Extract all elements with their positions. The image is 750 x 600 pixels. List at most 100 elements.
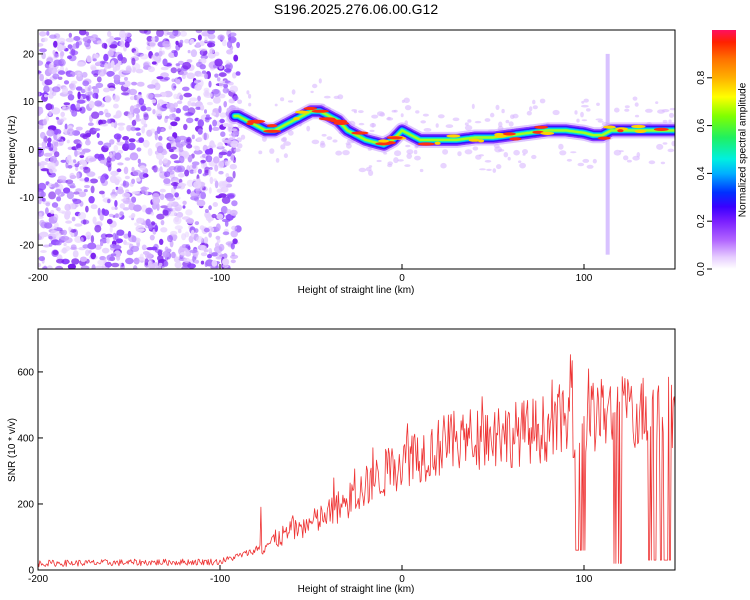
noise-blob (99, 159, 107, 164)
noise-blob (46, 31, 50, 36)
noise-blob (116, 255, 121, 261)
noise-blob (122, 181, 130, 188)
noise-blob (43, 85, 50, 93)
ridge-halo (236, 137, 242, 143)
ridge-peak (318, 117, 336, 121)
noise-blob (90, 204, 98, 210)
noise-blob (178, 145, 184, 153)
ridge-halo (377, 111, 385, 117)
noise-blob (47, 137, 52, 143)
ridge-halo (345, 142, 351, 146)
noise-blob (83, 166, 89, 170)
ridge-halo (484, 118, 491, 122)
ridge-halo (626, 159, 632, 163)
noise-blob (187, 49, 191, 54)
ridge-halo (472, 146, 479, 151)
noise-blob (68, 32, 73, 38)
ridge-halo (634, 102, 639, 107)
noise-blob (104, 261, 112, 268)
noise-blob (122, 136, 129, 141)
noise-blob (69, 175, 77, 179)
noise-blob (107, 87, 116, 92)
noise-blob (109, 243, 117, 249)
noise-blob (174, 204, 183, 212)
noise-blob (170, 153, 179, 160)
noise-blob (94, 224, 102, 233)
ridge-halo (415, 110, 420, 114)
noise-blob (168, 210, 177, 217)
ridge-peak (295, 110, 309, 114)
noise-blob (141, 244, 147, 251)
noise-blob (109, 152, 113, 159)
noise-blob (146, 92, 154, 100)
noise-blob (136, 228, 145, 232)
noise-blob (213, 96, 221, 104)
noise-blob (125, 32, 132, 38)
noise-blob (52, 250, 59, 256)
ridge-peak (597, 136, 611, 140)
noise-blob (119, 203, 126, 209)
noise-blob (47, 125, 57, 131)
noise-blob (64, 203, 71, 211)
ridge-peak (631, 124, 646, 129)
ridge-halo (479, 168, 486, 171)
noise-blob (227, 194, 235, 200)
noise-blob (200, 260, 205, 265)
noise-blob (103, 53, 109, 62)
noise-blob (107, 50, 114, 57)
noise-blob (182, 105, 189, 112)
noise-blob (158, 262, 163, 266)
noise-blob (229, 209, 238, 216)
ridge-halo (326, 136, 333, 141)
noise-blob (217, 142, 224, 148)
noise-blob (220, 131, 226, 137)
noise-blob (196, 199, 206, 207)
noise-blob (128, 111, 133, 115)
noise-blob (193, 180, 202, 189)
noise-blob (174, 216, 180, 223)
noise-blob (230, 259, 236, 264)
noise-blob (156, 126, 161, 134)
noise-blob (106, 70, 115, 77)
noise-blob (197, 128, 203, 135)
noise-blob (71, 110, 78, 117)
ridge-halo (467, 119, 472, 123)
noise-blob (128, 215, 135, 219)
noise-blob (147, 66, 155, 73)
ridge-halo (539, 98, 546, 104)
noise-blob (224, 64, 231, 69)
ridge-halo (586, 108, 591, 112)
noise-blob (114, 200, 118, 207)
noise-blob (224, 68, 232, 73)
noise-blob (83, 189, 88, 193)
noise-blob (182, 61, 192, 70)
noise-blob (109, 175, 117, 184)
ridge-halo (496, 164, 502, 170)
noise-blob (100, 241, 104, 247)
ridge-halo (656, 143, 664, 150)
noise-blob (73, 36, 81, 41)
ridge-halo (401, 99, 405, 103)
ridge-halo (237, 99, 243, 105)
ridge-halo (435, 123, 439, 128)
noise-blob (40, 161, 49, 166)
noise-blob (146, 45, 151, 51)
noise-blob (127, 142, 136, 151)
noise-blob (189, 38, 195, 44)
noise-blob (225, 213, 234, 221)
snr-xlabel: Height of straight line (km) (298, 584, 415, 595)
x-tick-label: -200 (28, 273, 48, 284)
ridge-halo (471, 103, 475, 110)
noise-blob (154, 132, 159, 141)
ridge-halo (310, 90, 314, 94)
noise-blob (78, 212, 87, 220)
noise-blob (230, 242, 235, 250)
ridge-halo (669, 112, 674, 118)
noise-blob (71, 216, 76, 222)
noise-blob (164, 115, 170, 119)
ridge-halo (532, 99, 536, 105)
noise-blob (57, 76, 63, 81)
noise-blob (80, 265, 90, 269)
ridge-halo (577, 162, 585, 167)
noise-blob (143, 113, 149, 121)
